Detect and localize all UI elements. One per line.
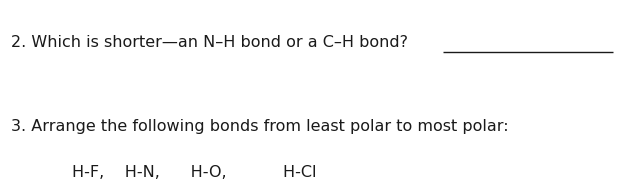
Text: 2. Which is shorter—an N–H bond or a C–H bond?: 2. Which is shorter—an N–H bond or a C–H…: [11, 35, 408, 50]
Text: 3. Arrange the following bonds from least polar to most polar:: 3. Arrange the following bonds from leas…: [11, 119, 509, 134]
Text: H-F,    H-N,      H-O,           H-Cl: H-F, H-N, H-O, H-Cl: [72, 165, 317, 180]
